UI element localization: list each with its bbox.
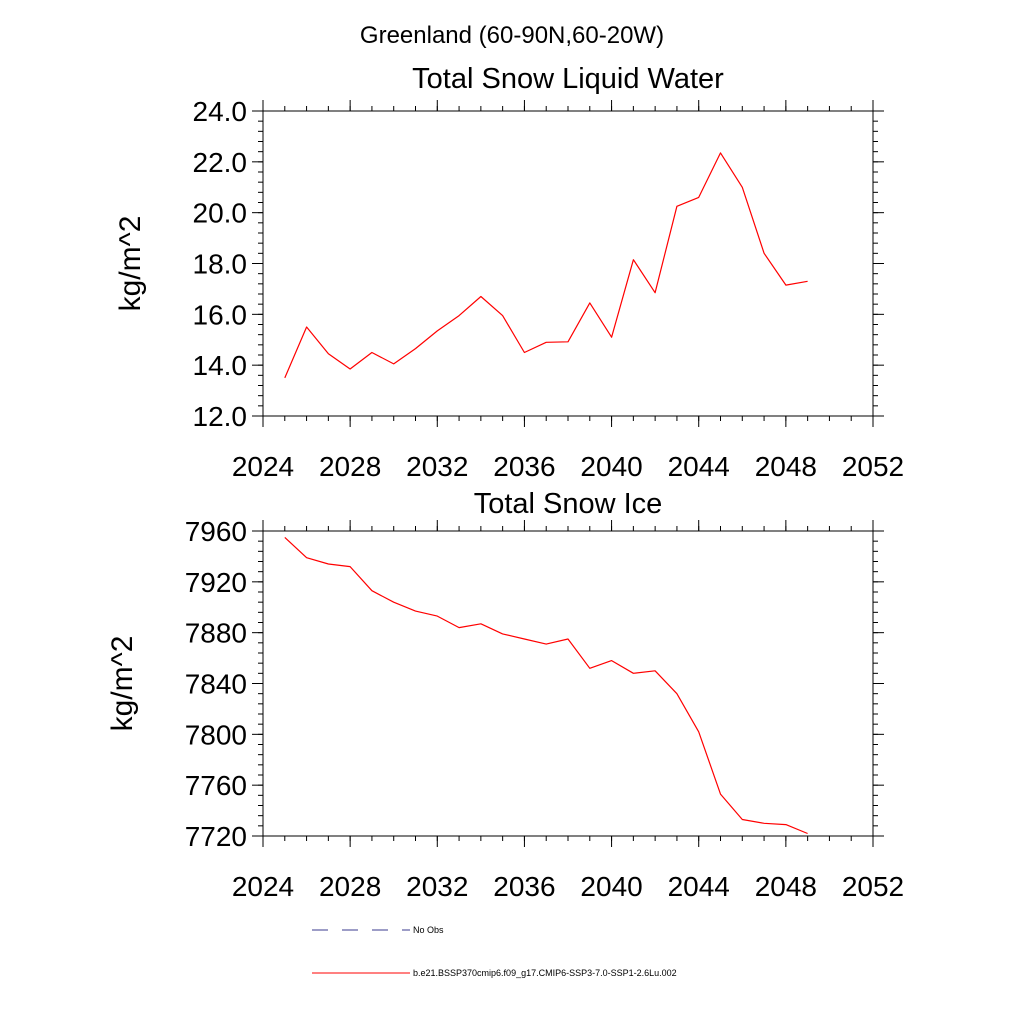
chart-title: Total Snow Ice [474, 488, 663, 520]
y-tick-label: 7800 [185, 719, 247, 750]
panel-1: Total Snow Ice kg/m^2 7720 7760 7800 7840 7880… [106, 488, 904, 902]
x-tick-label: 2040 [580, 871, 642, 902]
x-tick-label: 2036 [493, 871, 555, 902]
legend-label: No Obs [413, 925, 444, 935]
series-line [284, 152, 808, 379]
x-tick-label: 2044 [668, 871, 730, 902]
x-tick-label: 2024 [232, 451, 294, 482]
y-tick-label: 7960 [185, 516, 247, 547]
legend: No Obs b.e21.BSSP370cmip6.f09_g17.CMIP6-S… [312, 925, 677, 978]
x-tick-label: 2028 [319, 871, 381, 902]
minor-ticks [258, 106, 878, 421]
x-tick-label: 2052 [842, 451, 904, 482]
minor-ticks [258, 526, 878, 841]
y-tick-label: 24.0 [193, 96, 248, 127]
y-tick-label: 7920 [185, 567, 247, 598]
y-tick-label: 18.0 [193, 249, 248, 280]
x-tick-label: 2024 [232, 871, 294, 902]
y-tick-label: 7840 [185, 669, 247, 700]
y-axis-label: kg/m^2 [114, 216, 147, 312]
legend-item: b.e21.BSSP370cmip6.f09_g17.CMIP6-SSP3-7.… [312, 968, 677, 978]
y-tick-label: 7880 [185, 618, 247, 649]
figure-title: Greenland (60-90N,60-20W) [360, 22, 664, 49]
plot-frame [262, 530, 874, 837]
x-tick-label: 2044 [668, 451, 730, 482]
x-tick-label: 2032 [406, 451, 468, 482]
x-tick-label: 2036 [493, 451, 555, 482]
x-tick-label: 2040 [580, 451, 642, 482]
y-tick-label: 20.0 [193, 198, 248, 229]
series-line [284, 536, 808, 835]
y-tick-label: 7720 [185, 821, 247, 852]
y-tick-label: 12.0 [193, 401, 248, 432]
plot-frame [262, 110, 874, 417]
y-tick-label: 14.0 [193, 350, 248, 381]
x-tick-label: 2048 [755, 871, 817, 902]
chart-panels: Total Snow Liquid Water kg/m^2 12.0 14.0 16.… [106, 63, 904, 902]
panel-0: Total Snow Liquid Water kg/m^2 12.0 14.0 16.… [114, 63, 904, 482]
y-tick-label: 16.0 [193, 299, 248, 330]
x-tick-label: 2048 [755, 451, 817, 482]
x-tick-label: 2052 [842, 871, 904, 902]
legend-item: No Obs [312, 925, 444, 935]
x-tick-label: 2032 [406, 871, 468, 902]
legend-label: b.e21.BSSP370cmip6.f09_g17.CMIP6-SSP3-7.… [413, 968, 677, 978]
x-tick-label: 2028 [319, 451, 381, 482]
y-tick-label: 7760 [185, 770, 247, 801]
y-tick-label: 22.0 [193, 147, 248, 178]
chart-title: Total Snow Liquid Water [412, 63, 724, 95]
y-axis-label: kg/m^2 [106, 636, 139, 732]
